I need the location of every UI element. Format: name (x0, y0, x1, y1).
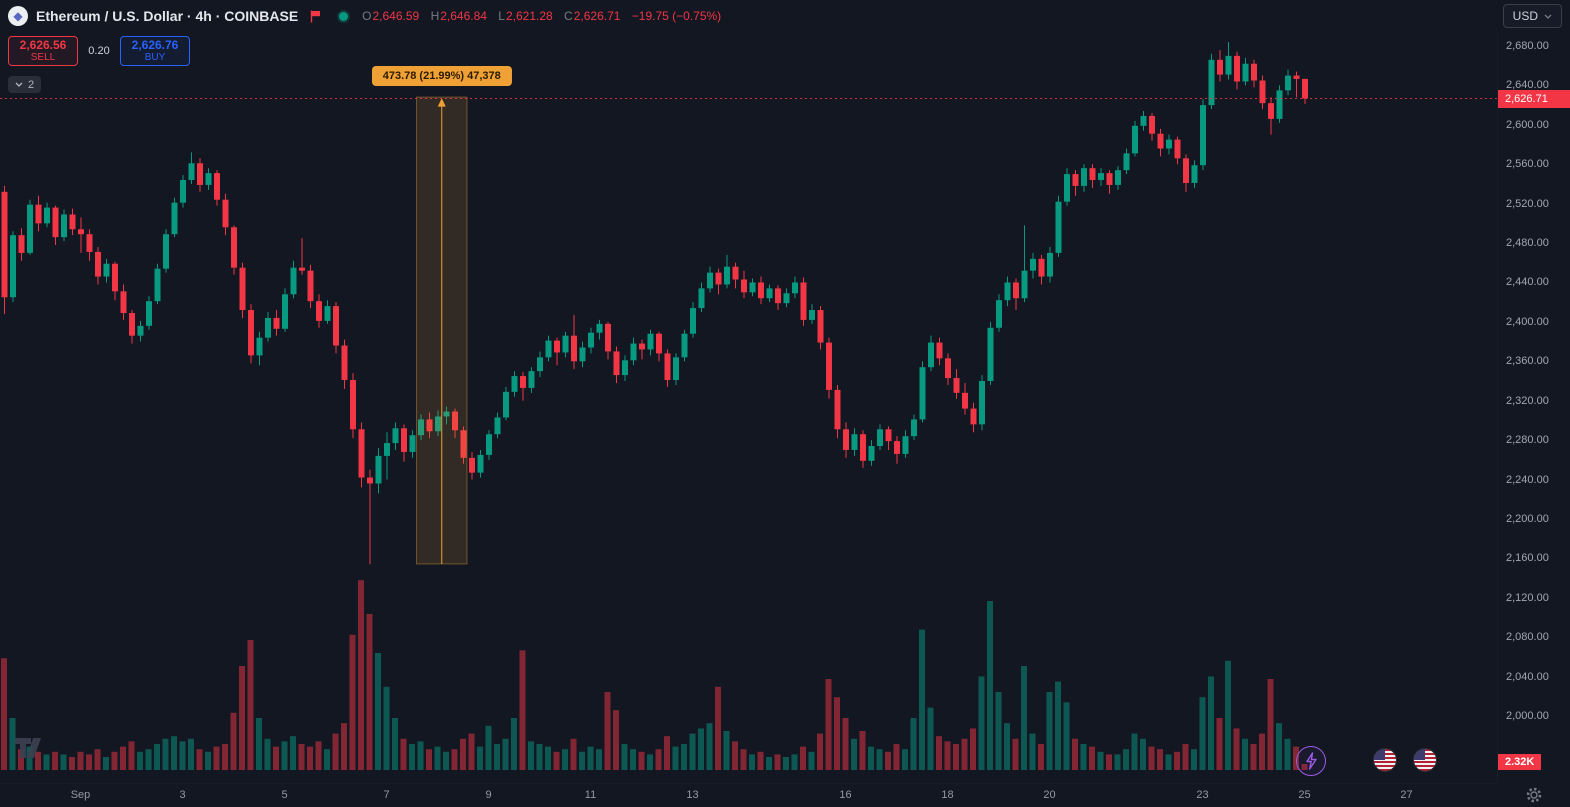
price-scale-label: 2,080.00 (1506, 631, 1549, 644)
price-scale-label: 2,440.00 (1506, 276, 1549, 289)
price-scale-label: 2,000.00 (1506, 709, 1549, 722)
chart-header: ◆ Ethereum / U.S. Dollar · 4h · COINBASE… (0, 0, 1570, 32)
time-axis-label: 20 (1043, 789, 1056, 801)
price-scale-label: 2,480.00 (1506, 237, 1549, 250)
time-axis-label: 9 (485, 789, 492, 801)
price-scale-label: 2,240.00 (1506, 473, 1549, 486)
price-scale-label: 2,640.00 (1506, 79, 1549, 92)
price-scale-label: 2,320.00 (1506, 394, 1549, 407)
buy-price: 2,626.76 (131, 37, 179, 52)
overlays-layer[interactable] (0, 96, 1497, 565)
candles-layer[interactable] (1, 42, 1309, 565)
open-value: 2,646.59 (372, 9, 420, 23)
symbol-block: ◆ Ethereum / U.S. Dollar · 4h · COINBASE… (8, 6, 721, 26)
high-value: 2,646.84 (440, 9, 487, 23)
time-axis-label: 3 (179, 789, 186, 801)
price-scale-label: 2,600.00 (1506, 118, 1549, 131)
currency-label: USD (1512, 9, 1538, 23)
alert-lightning-icon[interactable] (1296, 746, 1326, 776)
price-scale-label: 2,400.00 (1506, 315, 1549, 328)
price-scale-label: 2,120.00 (1506, 591, 1549, 604)
price-scale-label: 2,560.00 (1506, 158, 1549, 171)
tradingview-watermark-icon[interactable] (14, 736, 48, 765)
time-axis-label: Sep (70, 789, 91, 801)
settings-gear-icon (1526, 787, 1541, 803)
time-axis-label: 13 (686, 789, 699, 801)
volume-value-tag: 2.32K (1498, 754, 1542, 770)
price-scale-label: 2,160.00 (1506, 552, 1549, 565)
current-price-tag: 2,626.71 (1498, 89, 1570, 108)
low-value: 2,621.28 (505, 9, 553, 23)
time-axis-label: 18 (941, 789, 954, 801)
us-flag-event-icon[interactable] (1374, 749, 1396, 771)
axis-settings-corner[interactable] (1497, 783, 1570, 807)
open-label: O (362, 9, 372, 23)
measure-arrow-icon (437, 98, 446, 107)
time-axis-label: 25 (1298, 789, 1311, 801)
close-value: 2,626.71 (573, 9, 621, 23)
price-scale-label: 2,360.00 (1506, 355, 1549, 368)
symbol-title[interactable]: Ethereum / U.S. Dollar · 4h · COINBASE (36, 8, 299, 24)
drawings-count: 2 (28, 78, 35, 91)
time-axis-label: 5 (281, 789, 288, 801)
time-axis-label: 11 (584, 789, 597, 801)
time-axis-label: 23 (1196, 789, 1209, 801)
price-scale-label: 2,040.00 (1506, 670, 1549, 683)
chevron-down-icon (1544, 14, 1552, 19)
sell-price: 2,626.56 (19, 37, 67, 52)
time-axis-label: 7 (383, 789, 390, 801)
low-label: L (498, 9, 505, 23)
price-scale-label: 2,280.00 (1506, 434, 1549, 447)
trade-panel: 2,626.56 SELL 0.20 2,626.76 BUY (8, 36, 190, 66)
spread-value: 0.20 (88, 45, 110, 57)
ethereum-diamond-glyph: ◆ (13, 9, 23, 23)
price-scale-label: 2,680.00 (1506, 40, 1549, 52)
time-axis-label: 16 (839, 789, 852, 801)
close-label: C (564, 9, 573, 23)
time-axis[interactable]: Sep 3 5 7 9 11 13 16 18 20 23 25 27 (0, 783, 1497, 807)
market-status-icon[interactable] (339, 11, 349, 21)
time-axis-label: 27 (1400, 789, 1413, 801)
sell-button[interactable]: 2,626.56 SELL (8, 36, 78, 66)
high-label: H (430, 9, 440, 23)
price-chart[interactable] (0, 32, 1497, 783)
ohlc-values: O2,646.59 H2,646.84 L2,621.28 C2,626.71 … (362, 9, 721, 23)
sell-label: SELL (30, 52, 56, 64)
buy-label: BUY (144, 52, 166, 64)
currency-selector[interactable]: USD (1502, 4, 1562, 28)
flag-icon[interactable] (310, 10, 321, 23)
buy-button[interactable]: 2,626.76 BUY (120, 36, 190, 66)
price-scale-label: 2,520.00 (1506, 197, 1549, 210)
ethereum-logo-icon: ◆ (8, 6, 28, 26)
price-scale[interactable]: 2,680.00 2,640.00 2,600.00 2,560.00 2,520.00… (1497, 32, 1570, 783)
change-value: −19.75 (−0.75%) (631, 9, 722, 23)
us-flag-event-icon[interactable] (1414, 749, 1436, 771)
chevron-down-icon (15, 82, 23, 87)
price-scale-label: 2,200.00 (1506, 512, 1549, 525)
drawings-count-chip[interactable]: 2 (8, 76, 42, 93)
measure-label[interactable]: 473.78 (21.99%) 47,378 (371, 66, 512, 87)
volume-layer[interactable] (1, 580, 1308, 770)
